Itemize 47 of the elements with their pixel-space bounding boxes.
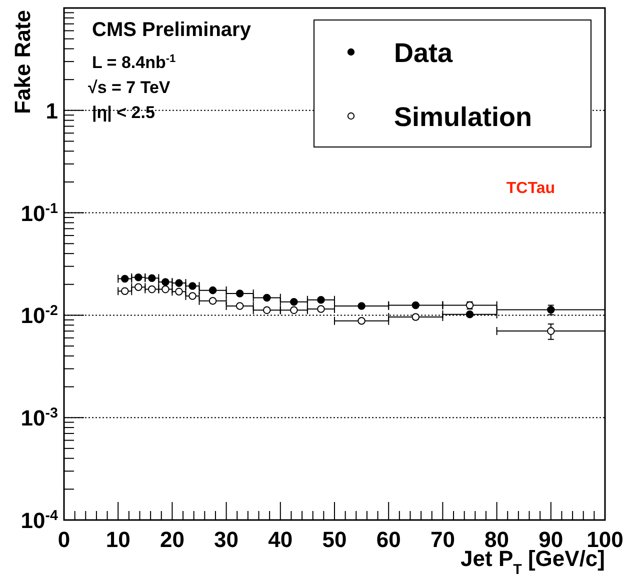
point [290,298,298,306]
point [262,306,271,314]
point [120,274,129,283]
point [175,279,183,287]
point [148,274,156,282]
point [236,290,244,298]
point [188,292,196,300]
point [134,283,142,292]
y-tick-label: 10$^{-1}$ [20,200,58,226]
point [188,282,196,290]
point [358,317,366,325]
x-tick-label: 70 [430,527,455,552]
point [208,297,217,305]
x-tick-label: 40 [268,527,293,552]
x-tick-label: 10 [106,527,130,552]
y-tick-label: 10$^{-3}$ [20,406,58,431]
point [317,305,325,313]
annotation: L = 8.4nb$^{-1}$ [92,53,176,72]
point [175,288,183,296]
x-tick-label: 60 [376,527,401,552]
annotation: |η| < 2.5 [92,103,155,122]
point [236,302,244,310]
legend-label: Simulation [394,102,532,132]
y-tick-label: 1 [46,98,58,124]
point [412,301,420,310]
point [120,287,129,295]
point [317,296,325,304]
annotation: CMS Preliminary [92,19,252,41]
point [547,327,555,335]
point [162,278,170,286]
x-tick-label: 30 [214,527,239,552]
x-tick-label: 50 [322,527,347,552]
annotation: √s = 7 TeV [88,78,171,97]
annotation: TCTau [506,180,555,197]
x-tick-label: 20 [160,527,184,552]
y-tick-label: 10$^{-4}$ [20,508,58,533]
point [358,302,366,310]
point [262,294,271,302]
point [290,306,298,314]
x-tick-label: 0 [58,527,70,552]
y-axis-title: Fake Rate [10,10,35,114]
point [134,274,142,282]
point [208,286,217,294]
point [162,285,170,294]
point [148,285,156,294]
legend-label: Data [394,38,454,68]
y-tick-label: 10$^{-2}$ [20,303,58,328]
